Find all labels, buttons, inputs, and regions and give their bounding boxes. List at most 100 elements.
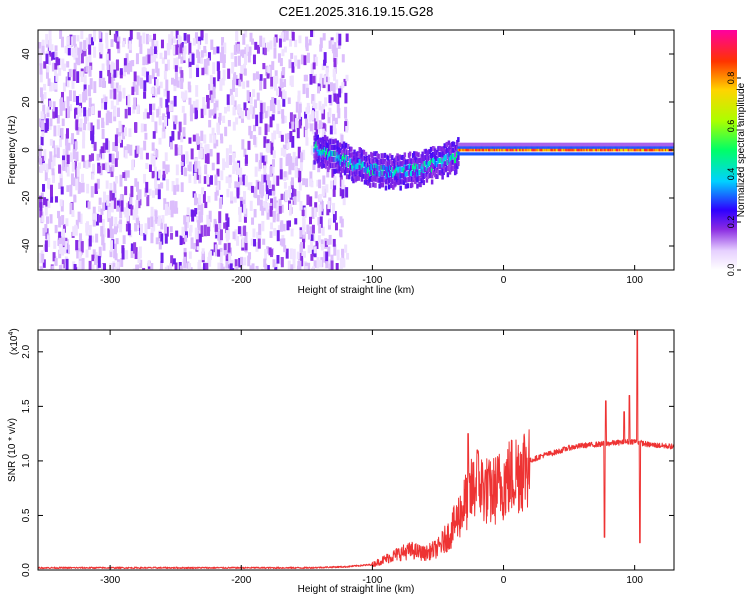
heatmap-cell xyxy=(225,260,229,269)
heatmap-cell xyxy=(119,139,123,148)
heatmap-cell xyxy=(319,216,323,228)
heatmap-cell xyxy=(276,175,280,186)
heatmap-cell xyxy=(220,136,224,144)
heatmap-cell xyxy=(386,155,390,161)
x-tick-label: -100 xyxy=(362,275,382,286)
heatmap-cell xyxy=(413,151,416,157)
heatmap-cell xyxy=(48,38,52,51)
heatmap-cell xyxy=(441,174,444,180)
heatmap-cell xyxy=(266,209,270,220)
heatmap-cell xyxy=(280,147,284,156)
heatmap-cell xyxy=(79,41,83,53)
heatmap-cell xyxy=(112,142,116,152)
heatmap-cell xyxy=(287,97,291,104)
heatmap-cell xyxy=(54,81,58,90)
heatmap-cell xyxy=(289,122,293,129)
heatmap-cell xyxy=(325,136,329,142)
heatmap-cell xyxy=(204,65,208,74)
heatmap-cell xyxy=(83,40,87,52)
heatmap-cell xyxy=(115,59,119,71)
heatmap-cell xyxy=(159,261,163,270)
heatmap-cell xyxy=(135,84,139,96)
heatmap-cell xyxy=(114,143,118,152)
heatmap-cell xyxy=(93,46,97,58)
heatmap-cell xyxy=(420,154,423,160)
heatmap-cell xyxy=(430,173,434,179)
heatmap-cell xyxy=(39,147,43,157)
heatmap-cell xyxy=(240,49,244,57)
x-tick-label: -200 xyxy=(231,575,251,586)
heatmap-cell xyxy=(149,53,153,63)
heatmap-cell xyxy=(328,94,332,103)
heatmap-cell xyxy=(101,129,105,139)
heatmap-cell xyxy=(198,194,202,205)
heatmap-cell xyxy=(430,155,434,161)
heatmap-cell xyxy=(175,178,179,187)
heatmap-cell xyxy=(181,154,185,162)
heatmap-cell xyxy=(263,161,267,169)
heatmap-cell xyxy=(155,237,159,245)
heatmap-cell xyxy=(157,215,161,224)
heatmap-cell xyxy=(91,37,95,46)
snr-y-ticks: 0.00.51.01.52.0 xyxy=(21,344,674,577)
heatmap-cell xyxy=(104,162,108,171)
heatmap-cell xyxy=(309,171,313,182)
heatmap-cell xyxy=(115,151,119,160)
heatmap-cell xyxy=(83,48,87,57)
heatmap-cell xyxy=(200,108,204,119)
heatmap-cell xyxy=(359,147,363,153)
heatmap-cell xyxy=(320,145,324,151)
heatmap-cell xyxy=(67,48,71,56)
heatmap-cell xyxy=(136,75,140,86)
heatmap-cell xyxy=(329,125,333,135)
heatmap-cell xyxy=(213,102,217,114)
heatmap-cell xyxy=(360,170,364,176)
heatmap-cell xyxy=(313,141,316,147)
heatmap-cell xyxy=(70,269,74,270)
heatmap-cell xyxy=(154,121,158,134)
heatmap-cell xyxy=(210,249,214,256)
heatmap-cell xyxy=(58,67,62,76)
heatmap-cell xyxy=(222,69,226,81)
heatmap-cell xyxy=(283,148,287,158)
heatmap-cell xyxy=(402,179,406,185)
heatmap-cell xyxy=(183,247,187,255)
heatmap-cell xyxy=(260,102,264,114)
heatmap-cell xyxy=(272,210,276,220)
heatmap-cell xyxy=(177,34,181,45)
heatmap-cell xyxy=(52,101,56,112)
heatmap-cell xyxy=(263,136,267,148)
heatmap-cell xyxy=(279,222,283,232)
heatmap-cell xyxy=(91,235,95,243)
heatmap-cell xyxy=(223,222,227,229)
heatmap-cell xyxy=(128,37,132,44)
heatmap-cell xyxy=(39,195,43,208)
heatmap-cell xyxy=(75,119,79,131)
heatmap-cell xyxy=(57,124,61,136)
heatmap-cell xyxy=(321,112,325,120)
heatmap-cell xyxy=(182,127,186,137)
heatmap-cell xyxy=(271,114,275,121)
heatmap-cell xyxy=(110,100,114,110)
heatmap-cell xyxy=(154,188,158,196)
heatmap-cell xyxy=(66,76,70,88)
heatmap-cell xyxy=(318,179,322,189)
heatmap-cell xyxy=(188,251,192,259)
heatmap-cell xyxy=(105,180,109,189)
heatmap-cell xyxy=(58,249,62,259)
heatmap-cell xyxy=(374,182,377,188)
heatmap-cell xyxy=(251,107,255,119)
heatmap-cell xyxy=(131,60,135,67)
heatmap-cell xyxy=(305,178,309,188)
heatmap-cell xyxy=(341,251,345,261)
heatmap-cell xyxy=(283,171,287,178)
heatmap-cell xyxy=(311,123,315,135)
heatmap-cell xyxy=(52,252,56,262)
heatmap-cell xyxy=(42,104,46,115)
heatmap-cell xyxy=(223,243,227,251)
heatmap-cell xyxy=(161,57,165,64)
heatmap-cell xyxy=(147,54,151,64)
heatmap-cell xyxy=(165,226,169,237)
heatmap-cell xyxy=(221,46,225,59)
heatmap-cell xyxy=(146,195,150,207)
